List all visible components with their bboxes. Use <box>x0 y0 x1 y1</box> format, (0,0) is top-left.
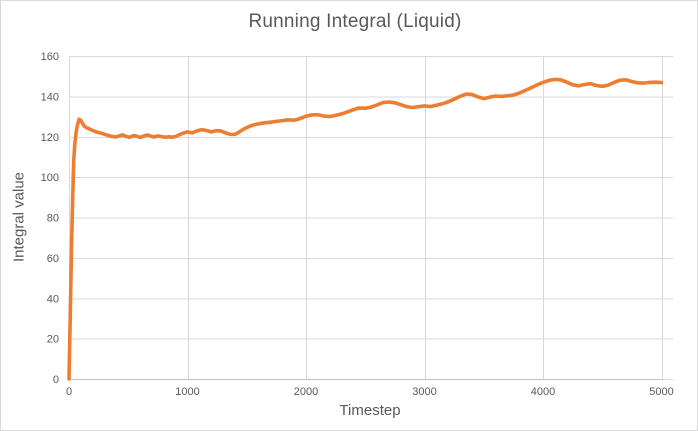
y-tick-label: 160 <box>41 51 59 63</box>
y-tick-label: 60 <box>47 253 59 265</box>
x-tick-label: 4000 <box>531 386 555 398</box>
y-tick-label: 0 <box>53 374 59 386</box>
y-tick-label: 120 <box>41 132 59 144</box>
y-tick-label: 20 <box>47 334 59 346</box>
x-tick-label: 1000 <box>175 386 199 398</box>
x-tick-label: 0 <box>66 386 72 398</box>
chart-title: Running Integral (Liquid) <box>248 11 462 32</box>
x-tick-label: 3000 <box>412 386 436 398</box>
y-tick-label: 100 <box>41 172 59 184</box>
x-axis-title: Timestep <box>339 402 401 419</box>
y-tick-label: 40 <box>47 293 59 305</box>
y-tick-label: 80 <box>47 213 59 225</box>
x-tick-label: 2000 <box>294 386 318 398</box>
y-tick-label: 140 <box>41 91 59 103</box>
x-tick-label: 5000 <box>649 386 673 398</box>
series-line <box>67 77 664 381</box>
